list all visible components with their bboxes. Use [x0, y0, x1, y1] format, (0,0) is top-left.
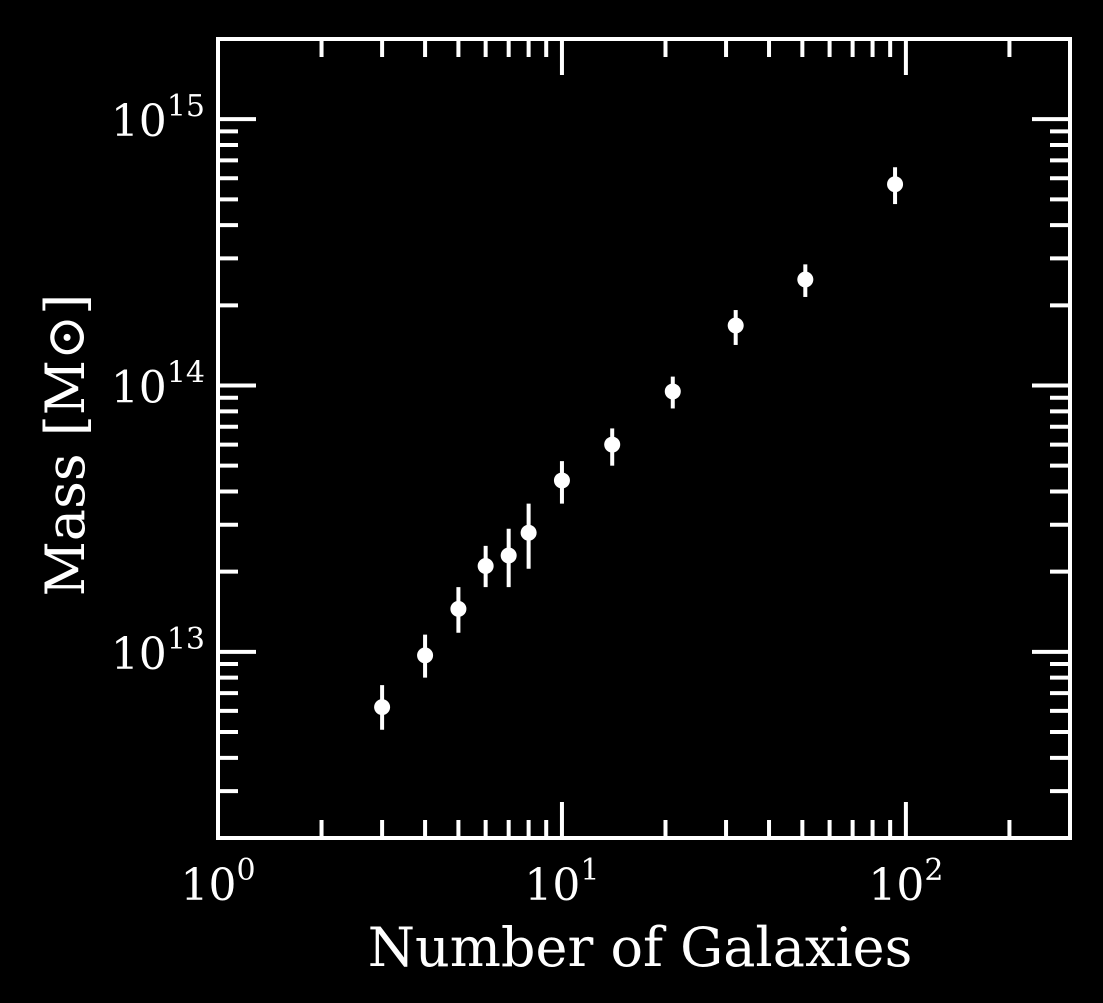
data-point [664, 383, 681, 400]
x-tick-label-exponent: 1 [580, 853, 599, 888]
data-point [450, 600, 467, 617]
data-point [727, 317, 744, 334]
data-points [374, 167, 904, 730]
y-tick-label-base: 10 [111, 96, 167, 147]
y-tick-label-exponent: 15 [167, 89, 205, 124]
data-point [797, 271, 814, 288]
x-tick-label: 102 [868, 853, 943, 911]
y-tick-label-base: 10 [111, 363, 167, 414]
data-point [520, 524, 537, 541]
data-point [604, 436, 621, 453]
x-tick-label: 100 [180, 853, 255, 911]
x-tick-label: 101 [524, 853, 599, 911]
data-point [500, 547, 517, 564]
y-tick-label-exponent: 13 [167, 622, 205, 657]
y-tick-label-exponent: 14 [167, 356, 205, 391]
x-axis-label: Number of Galaxies [368, 916, 913, 979]
data-point [477, 558, 494, 575]
plot-frame [216, 37, 1072, 840]
x-tick-label-exponent: 2 [924, 853, 943, 888]
y-tick-label-base: 10 [111, 629, 167, 680]
x-tick-label-base: 10 [180, 860, 236, 911]
x-tick-label-base: 10 [868, 860, 924, 911]
x-tick-label-exponent: 0 [236, 853, 255, 888]
y-tick-label: 1015 [111, 89, 205, 147]
axis-ticks [216, 37, 1072, 840]
y-tick-label: 1013 [111, 622, 205, 680]
x-tick-label-base: 10 [524, 860, 580, 911]
data-point [374, 699, 391, 716]
data-point [887, 176, 904, 193]
y-tick-label: 1014 [111, 356, 205, 414]
y-axis-label: Mass [M⊙] [34, 294, 97, 597]
data-point [553, 472, 570, 489]
data-point [417, 647, 434, 664]
